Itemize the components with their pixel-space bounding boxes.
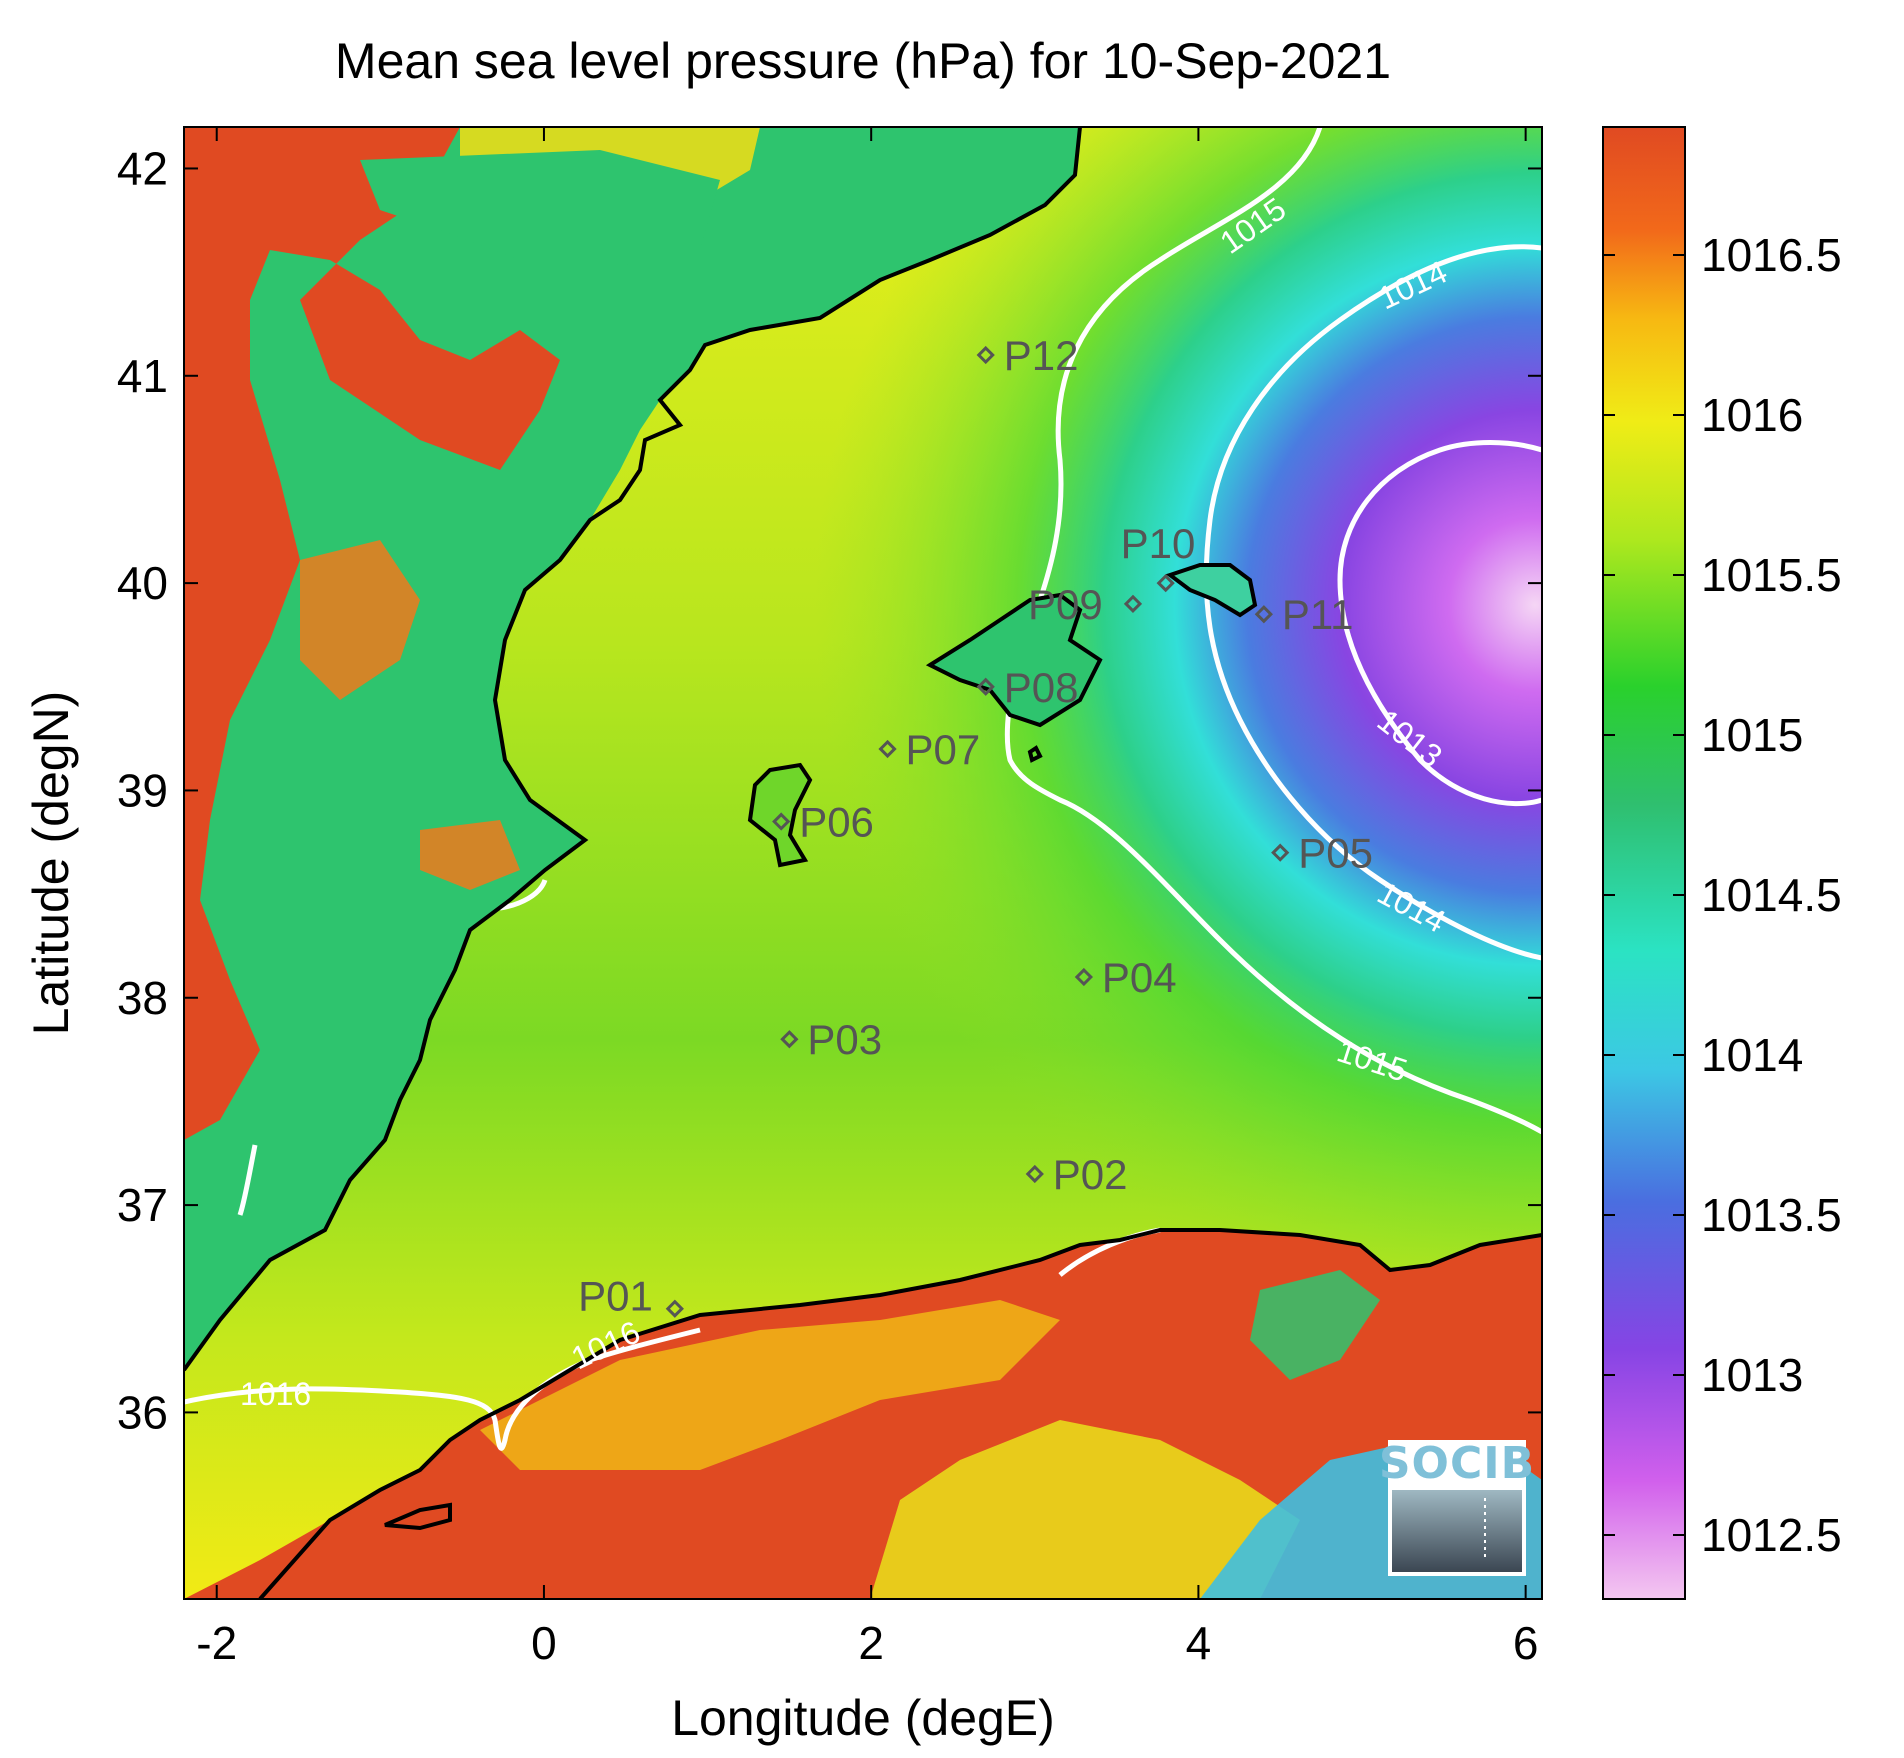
station-p12[interactable]: P12 <box>976 332 1079 379</box>
x-tick-label: 2 <box>858 1617 884 1669</box>
y-tick-label: 38 <box>117 972 168 1024</box>
station-label: P07 <box>906 726 981 773</box>
station-label: P05 <box>1298 830 1373 877</box>
y-tick-label: 40 <box>117 557 168 609</box>
station-label: P08 <box>1004 664 1079 711</box>
x-tick-label: -2 <box>196 1617 237 1669</box>
y-axis-ticks: 36 37 38 39 40 41 42 <box>117 142 1542 1438</box>
station-label: P02 <box>1053 1151 1128 1198</box>
iberia-highlands <box>184 127 560 1140</box>
socib-logo: SOCIB <box>1379 1438 1535 1576</box>
station-marker-icon <box>772 812 791 831</box>
x-axis-label: Longitude (degE) <box>671 1690 1055 1746</box>
station-label: P04 <box>1102 954 1177 1001</box>
y-axis-label: Latitude (degN) <box>23 691 79 1036</box>
station-p09[interactable]: P09 <box>1028 581 1143 628</box>
station-p02[interactable]: P02 <box>1025 1151 1128 1198</box>
colorbar-tick-label: 1014.5 <box>1701 869 1842 921</box>
colorbar-tick-label: 1013.5 <box>1701 1189 1842 1241</box>
station-marker-icon <box>1271 843 1290 862</box>
station-p01[interactable]: P01 <box>578 1273 684 1320</box>
y-tick-label: 36 <box>117 1386 168 1438</box>
station-p05[interactable]: P05 <box>1271 830 1373 877</box>
x-tick-label: 4 <box>1186 1617 1212 1669</box>
logo-gradient <box>1392 1490 1522 1572</box>
station-marker-icon <box>1025 1164 1044 1184</box>
colorbar-tick-label: 1013 <box>1701 1349 1803 1401</box>
plot-frame <box>183 126 1543 1600</box>
africa-green-patch <box>1250 1270 1380 1380</box>
station-marker-icon <box>976 345 995 365</box>
coast-africa <box>258 1228 1542 1599</box>
iberia-land <box>184 127 1080 1370</box>
colorbar-tick-label: 1014 <box>1701 1029 1803 1081</box>
y-tick-label: 39 <box>117 764 168 816</box>
coast-cabrera <box>1027 745 1043 763</box>
contour-1015-north <box>1004 127 1542 1135</box>
x-axis-ticks: -2 0 2 4 6 <box>196 127 1538 1669</box>
contour-1016-west <box>237 878 548 1216</box>
coast-mallorca <box>925 592 1103 728</box>
station-marker-icon <box>1156 573 1175 593</box>
station-marker-icon <box>1254 605 1273 624</box>
station-p03[interactable]: P03 <box>780 1016 882 1063</box>
station-p11[interactable]: P11 <box>1254 591 1354 638</box>
station-p04[interactable]: P04 <box>1074 954 1177 1001</box>
station-label: P10 <box>1121 520 1196 567</box>
colorbar <box>1602 126 1686 1600</box>
station-label: P01 <box>578 1273 653 1320</box>
iberia-orange-patches <box>300 540 520 890</box>
contour-1014 <box>1203 244 1542 961</box>
coast-iberia <box>184 127 1082 1372</box>
coast-alboran <box>384 1502 452 1531</box>
x-tick-label: 6 <box>1513 1617 1539 1669</box>
station-marker-icon <box>665 1299 684 1318</box>
colorbar-tick-label: 1016.5 <box>1701 229 1842 281</box>
y-tick-label: 37 <box>117 1179 168 1231</box>
africa-yellow-bands <box>480 1300 1060 1470</box>
chart-title: Mean sea level pressure (hPa) for 10-Sep… <box>335 33 1391 89</box>
x-tick-label: 0 <box>531 1617 557 1669</box>
station-marker-icon <box>1074 967 1094 987</box>
colorbar-tick-label: 1015 <box>1701 709 1803 761</box>
station-label: P03 <box>807 1016 882 1063</box>
station-marker-icon <box>976 677 995 696</box>
map-plot-area: 1015 1014 1013 1014 1015 1016 1016 P01P0… <box>184 127 1542 1599</box>
station-marker-icon <box>780 1030 799 1049</box>
station-label: P09 <box>1028 581 1103 628</box>
y-tick-label: 41 <box>117 350 168 402</box>
station-p07[interactable]: P07 <box>878 726 981 773</box>
station-markers: P01 P02 P03 P04 P05 P06 P07 P08 P09 P10 P11 P12 <box>578 332 1373 1320</box>
station-marker-icon <box>878 739 897 759</box>
contour-label-1016: 1016 <box>240 1376 311 1412</box>
colorbar-tick-label: 1012.5 <box>1701 1509 1842 1561</box>
iberia-green-center <box>360 150 720 270</box>
africa-yellow-east <box>870 1420 1300 1599</box>
colorbar-tick-label: 1015.5 <box>1701 549 1842 601</box>
colorbar-tick-label: 1016 <box>1701 389 1803 441</box>
logo-text: SOCIB <box>1379 1438 1535 1489</box>
station-label: P12 <box>1004 332 1079 379</box>
contour-1016-south <box>184 1327 701 1451</box>
station-label: P11 <box>1282 591 1354 638</box>
contour-lines <box>184 127 1542 1451</box>
coast-menorca <box>1165 563 1258 618</box>
station-marker-icon <box>1123 594 1143 613</box>
station-p06[interactable]: P06 <box>772 799 874 846</box>
station-label: P06 <box>799 799 874 846</box>
station-p10[interactable]: P10 <box>1121 520 1196 593</box>
y-tick-label: 42 <box>117 142 168 194</box>
station-p08[interactable]: P08 <box>976 664 1079 711</box>
colorbar-ticks: 1016.5 1016 1015.5 1015 1014.5 1014 1013.5 1013… <box>1603 229 1842 1561</box>
contour-1013 <box>1337 440 1542 807</box>
